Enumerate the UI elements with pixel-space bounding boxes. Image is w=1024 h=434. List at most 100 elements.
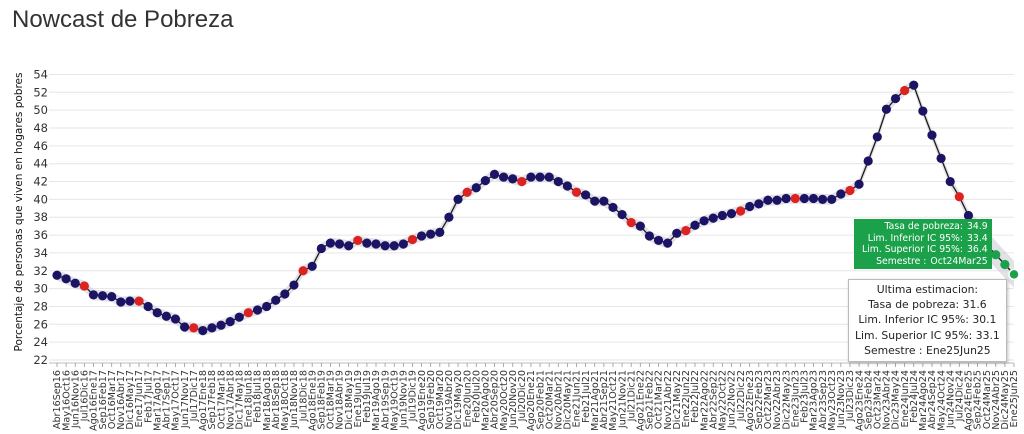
data-point[interactable] [362, 238, 372, 248]
data-point[interactable] [571, 187, 582, 197]
data-point[interactable] [681, 226, 691, 236]
data-point[interactable] [116, 297, 126, 307]
data-point[interactable] [735, 206, 746, 216]
data-point[interactable] [936, 153, 946, 163]
data-point[interactable] [708, 213, 718, 223]
data-point[interactable] [462, 187, 472, 197]
data-point[interactable] [663, 238, 673, 248]
data-point[interactable] [499, 172, 509, 182]
data-point[interactable] [790, 193, 800, 204]
data-points[interactable] [52, 80, 1020, 336]
data-point[interactable] [480, 176, 490, 186]
data-point[interactable] [690, 220, 700, 230]
data-point[interactable] [781, 193, 791, 204]
data-point[interactable] [890, 93, 901, 104]
data-point[interactable] [699, 216, 709, 226]
data-point[interactable] [170, 314, 181, 324]
data-point[interactable] [726, 209, 737, 219]
data-point[interactable] [207, 323, 217, 333]
data-point[interactable] [808, 193, 819, 204]
data-point[interactable] [763, 195, 773, 205]
data-point[interactable] [271, 295, 281, 305]
data-point[interactable] [526, 172, 536, 182]
data-point[interactable] [535, 172, 545, 182]
data-point[interactable] [407, 234, 418, 245]
data-point[interactable] [626, 217, 636, 228]
data-point[interactable] [88, 290, 99, 300]
data-point[interactable] [754, 199, 764, 209]
data-point[interactable] [909, 80, 919, 90]
data-point[interactable] [79, 281, 89, 291]
data-point[interactable] [881, 104, 892, 114]
data-point[interactable] [954, 192, 964, 202]
data-point[interactable] [243, 308, 253, 318]
data-point[interactable] [581, 190, 591, 200]
data-point[interactable] [799, 193, 809, 204]
data-point[interactable] [97, 291, 108, 301]
data-point[interactable] [61, 274, 71, 284]
data-point[interactable] [745, 201, 755, 212]
data-point[interactable] [672, 228, 682, 238]
data-point[interactable] [717, 210, 727, 221]
data-point[interactable] [590, 196, 600, 206]
data-point[interactable] [644, 231, 655, 241]
data-point[interactable] [617, 209, 627, 220]
data-point[interactable] [453, 194, 463, 204]
data-point[interactable] [854, 179, 864, 189]
data-point[interactable] [489, 169, 500, 179]
data-point[interactable] [398, 239, 408, 249]
data-point[interactable] [416, 231, 427, 241]
data-point[interactable] [517, 176, 527, 187]
data-point[interactable] [945, 176, 955, 187]
data-point[interactable] [918, 106, 928, 116]
data-point[interactable] [325, 238, 336, 248]
data-point[interactable] [836, 189, 846, 199]
data-point[interactable] [1000, 259, 1010, 270]
data-point[interactable] [599, 196, 609, 206]
data-point[interactable] [353, 235, 363, 246]
data-point[interactable] [845, 185, 855, 196]
data-point[interactable] [772, 195, 782, 205]
data-point[interactable] [653, 235, 664, 246]
data-point[interactable] [380, 241, 390, 251]
data-point[interactable] [334, 239, 345, 249]
data-point[interactable] [389, 241, 399, 251]
data-point[interactable] [991, 250, 1001, 260]
data-point[interactable] [1008, 268, 1020, 281]
data-point[interactable] [544, 172, 554, 182]
data-point[interactable] [134, 296, 144, 306]
data-point[interactable] [371, 239, 381, 249]
data-point[interactable] [444, 212, 454, 222]
data-point[interactable] [198, 325, 208, 336]
data-point[interactable] [52, 270, 62, 280]
data-point[interactable] [252, 305, 263, 315]
data-point[interactable] [280, 289, 290, 299]
data-point[interactable] [963, 210, 974, 221]
data-point[interactable] [262, 301, 272, 312]
data-point[interactable] [471, 183, 481, 193]
data-point[interactable] [234, 312, 244, 322]
data-point[interactable] [426, 229, 436, 239]
data-point[interactable] [289, 280, 299, 290]
data-point[interactable] [125, 296, 135, 306]
data-point[interactable] [225, 317, 235, 327]
data-point[interactable] [307, 261, 317, 271]
data-point[interactable] [927, 130, 937, 140]
data-point[interactable] [143, 301, 153, 312]
data-point[interactable] [316, 243, 326, 254]
data-point[interactable] [70, 278, 80, 288]
data-point[interactable] [189, 323, 199, 333]
data-point[interactable] [562, 181, 573, 191]
data-point[interactable] [435, 227, 445, 237]
data-point[interactable] [508, 174, 518, 184]
data-point[interactable] [635, 221, 645, 231]
data-point[interactable] [553, 176, 563, 187]
data-point[interactable] [608, 202, 618, 213]
data-point[interactable] [152, 308, 162, 318]
data-point[interactable] [161, 311, 171, 321]
data-point[interactable] [298, 266, 308, 276]
data-point[interactable] [180, 322, 190, 332]
data-point[interactable] [900, 85, 910, 96]
data-point[interactable] [216, 320, 226, 330]
